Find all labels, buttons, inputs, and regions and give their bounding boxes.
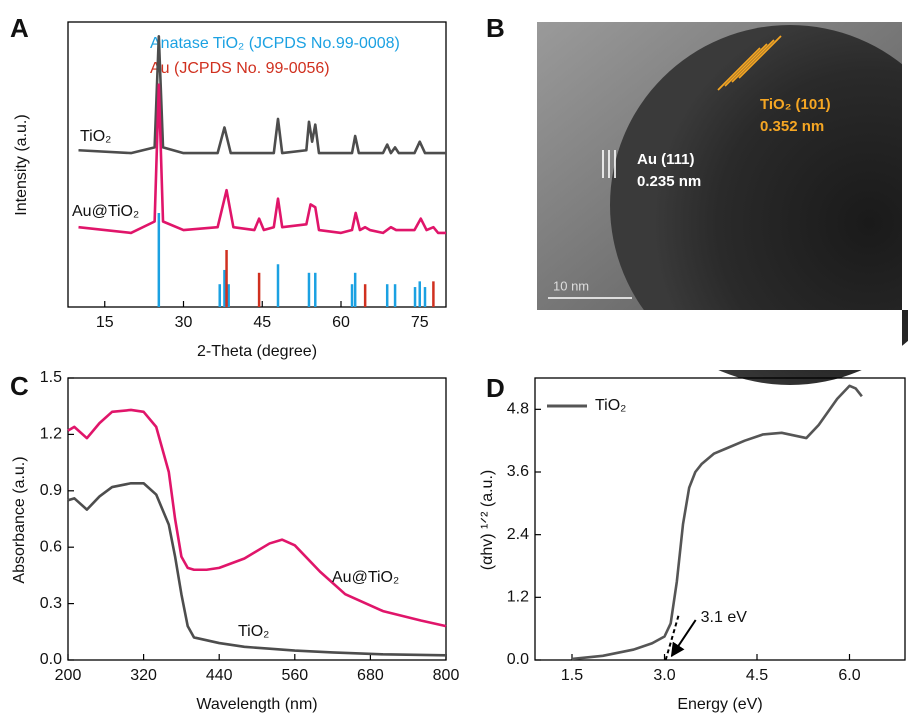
x-tick-label: 30 — [175, 314, 193, 331]
x-tick-label: 1.5 — [561, 667, 583, 684]
plot-frame — [534, 377, 906, 661]
x-tick-label: 680 — [357, 667, 384, 684]
panel-label: D — [486, 373, 505, 403]
x-tick-label: 320 — [130, 667, 157, 684]
x-axis-label: Energy (eV) — [677, 696, 762, 713]
y-tick-label: 1.2 — [40, 426, 62, 443]
lattice-fringe — [731, 39, 775, 83]
y-tick-label: 0.0 — [507, 651, 529, 668]
x-tick-label: 440 — [206, 667, 233, 684]
tem-crop — [902, 22, 908, 310]
series-label: Au@TiO₂ — [72, 203, 139, 220]
image-annotation: TiO₂ (101) — [760, 96, 831, 113]
x-tick-label: 3.0 — [653, 667, 675, 684]
legend-label: Au (JCPDS No. 99-0056) — [150, 60, 330, 77]
series-line — [571, 384, 863, 661]
series-label: Au@TiO₂ — [332, 569, 399, 586]
y-tick-label: 3.6 — [507, 463, 529, 480]
series-line — [78, 34, 446, 155]
annotation-arrow — [670, 619, 697, 658]
tem-crop — [537, 310, 902, 370]
image-annotation: 0.352 nm — [760, 118, 824, 135]
x-tick-label: 560 — [281, 667, 308, 684]
lattice-fringe — [724, 43, 768, 87]
y-tick-label: 0.0 — [40, 651, 62, 668]
series-label: TiO₂ — [80, 128, 111, 145]
y-axis-label: (αhv) ¹ᐟ² (a.u.) — [479, 470, 496, 570]
x-tick-label: 6.0 — [838, 667, 860, 684]
y-tick-label: 0.6 — [40, 538, 62, 555]
image-annotation: Au (111) — [637, 151, 695, 168]
series-line — [67, 408, 447, 628]
x-axis-label: 2-Theta (degree) — [197, 343, 317, 360]
lattice-fringe — [738, 35, 782, 79]
y-axis-label: Absorbance (a.u.) — [11, 456, 28, 583]
x-tick-label: 4.5 — [746, 667, 768, 684]
annotation-label: 3.1 eV — [701, 609, 748, 626]
x-tick-label: 45 — [253, 314, 271, 331]
panel-label: A — [10, 13, 29, 43]
y-tick-label: 0.9 — [40, 482, 62, 499]
panel-label: B — [486, 13, 505, 43]
x-tick-label: 60 — [332, 314, 350, 331]
image-annotation: 0.235 nm — [637, 173, 701, 190]
y-tick-label: 0.3 — [40, 595, 62, 612]
series-line — [78, 83, 446, 235]
y-tick-label: 1.2 — [507, 589, 529, 606]
y-tick-label: 1.5 — [40, 369, 62, 386]
y-tick-label: 4.8 — [507, 401, 529, 418]
legend-label: TiO₂ — [595, 397, 626, 414]
y-axis-label: Intensity (a.u.) — [13, 114, 30, 215]
x-tick-label: 15 — [96, 314, 114, 331]
series-line — [67, 481, 447, 657]
plot-frame — [67, 21, 447, 308]
x-tick-label: 200 — [55, 667, 82, 684]
y-tick-label: 2.4 — [507, 526, 529, 543]
tem-particle — [610, 25, 908, 385]
plot-frame — [67, 377, 447, 661]
legend-label: Anatase TiO₂ (JCPDS No.99-0008) — [150, 35, 400, 52]
lattice-fringe — [717, 47, 761, 91]
tangent-line — [664, 614, 680, 661]
x-tick-label: 800 — [433, 667, 460, 684]
series-label: TiO₂ — [238, 623, 269, 640]
x-axis-label: Wavelength (nm) — [196, 696, 317, 713]
x-tick-label: 75 — [411, 314, 429, 331]
panel-label: C — [10, 371, 29, 401]
scale-bar-label: 10 nm — [553, 278, 589, 293]
